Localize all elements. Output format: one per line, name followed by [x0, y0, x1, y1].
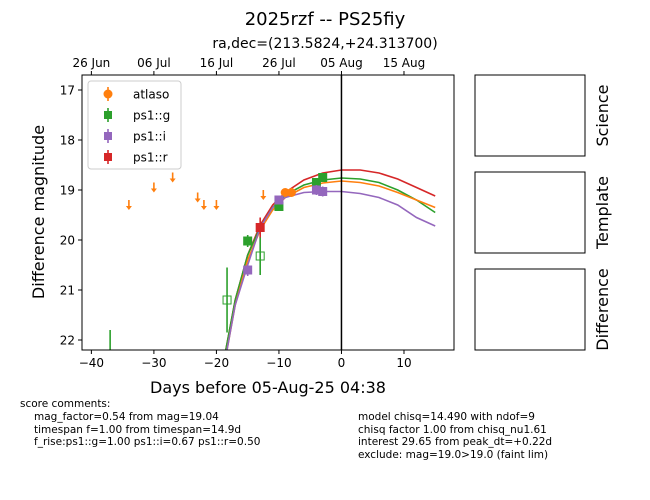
- top-tick-label: 15 Aug: [383, 56, 426, 70]
- x-tick-label: 10: [396, 356, 411, 370]
- data-point-ps1--r: [255, 217, 265, 238]
- x-axis-ticks: −40 −30 −20 −10 0 10: [79, 350, 412, 370]
- top-date-axis: 26 Jun 06 Jul 16 Jul 26 Jul 05 Aug 15 Aug: [72, 56, 425, 75]
- upper-limit-arrow: [213, 200, 220, 210]
- legend-box: [87, 80, 182, 170]
- upper-limit-arrow: [194, 192, 201, 203]
- stamp-panels: Science Template Difference: [474, 74, 612, 351]
- legend-entry: atlaso: [103, 87, 169, 102]
- panel-template: [474, 171, 586, 254]
- score-comment-line: f_rise:ps1::g=1.00 ps1::i=0.67 ps1::r=0.…: [34, 436, 261, 448]
- data-point-ps1--g: [255, 237, 265, 275]
- y-tick-label: 19: [60, 184, 75, 198]
- legend-entry: ps1::g: [104, 108, 170, 123]
- y-tick-label: 17: [60, 84, 75, 98]
- model-comment-line: chisq factor 1.00 from chisq_nu1.61: [358, 423, 547, 436]
- top-tick-label: 26 Jul: [262, 56, 296, 70]
- upper-limit-arrow: [150, 182, 157, 193]
- y-tick-label: 21: [60, 284, 75, 298]
- y-axis-label: Difference magnitude: [29, 125, 48, 299]
- y-axis-ticks: 17 18 19 20 21 22: [60, 84, 82, 348]
- legend-marker: [103, 89, 113, 99]
- top-tick-label: 26 Jun: [72, 56, 110, 70]
- legend-marker: [104, 111, 112, 119]
- chart-title: 2025rzf -- PS25fiy: [245, 9, 406, 30]
- score-comment-line: mag_factor=0.54 from mag=19.04: [34, 411, 219, 423]
- legend-entry: ps1::i: [104, 129, 166, 144]
- data-point-ps1--g: [243, 235, 253, 247]
- top-tick-label: 05 Aug: [320, 56, 363, 70]
- legend-entry: ps1::r: [104, 150, 168, 165]
- model-curve-atlaso: [226, 180, 436, 350]
- model-comment-line: model chisq=14.490 with ndof=9: [358, 411, 535, 423]
- plot-frame: [81, 74, 455, 351]
- y-tick-label: 22: [60, 334, 75, 348]
- data-point-ps1--i: [274, 195, 284, 205]
- legend-marker: [104, 132, 112, 140]
- panel-label-template: Template: [593, 176, 612, 250]
- score-comments-left: mag_factor=0.54 from mag=19.04 timespan f…: [34, 411, 260, 449]
- score-comments-right: model chisq=14.490 with ndof=9 chisq fact…: [358, 411, 552, 461]
- top-tick-label: 06 Jul: [137, 56, 171, 70]
- legend-label: ps1::i: [133, 130, 166, 144]
- data-points: [109, 173, 328, 350]
- upper-limit-arrow: [169, 172, 176, 183]
- x-tick-label: −20: [204, 356, 229, 370]
- model-curve-ps1--g: [225, 177, 436, 350]
- score-comments-heading: score comments:: [20, 398, 111, 410]
- y-tick-label: 18: [60, 134, 75, 148]
- model-comment-line: exclude: mag=19.0>19.0 (faint lim): [358, 448, 549, 461]
- panel-label-difference: Difference: [593, 268, 612, 350]
- x-axis-label: Days before 05-Aug-25 04:38: [150, 378, 386, 397]
- upper-limits: [125, 172, 267, 210]
- data-point-ps1--g: [222, 267, 232, 333]
- upper-limit-arrow: [125, 200, 132, 210]
- chart-subtitle: ra,dec=(213.5824,+24.313700): [212, 36, 437, 52]
- data-point-atlaso: [286, 188, 296, 197]
- top-tick-label: 16 Jul: [200, 56, 234, 70]
- x-tick-label: −30: [141, 356, 166, 370]
- panel-science: [474, 74, 586, 157]
- data-point-ps1--g: [318, 173, 328, 182]
- panel-label-science: Science: [593, 84, 612, 146]
- upper-limit-arrow: [260, 190, 267, 200]
- score-comment-line: timespan f=1.00 from timespan=14.9d: [34, 423, 242, 436]
- model-curve-ps1--i: [226, 190, 436, 350]
- x-tick-label: 0: [338, 356, 346, 370]
- legend-label: atlaso: [133, 88, 169, 102]
- legend-label: ps1::g: [133, 109, 170, 123]
- x-tick-label: −10: [266, 356, 291, 370]
- legend-marker: [104, 153, 112, 161]
- x-tick-label: −40: [79, 356, 104, 370]
- y-tick-label: 20: [60, 234, 75, 248]
- plot-area: −40 −30 −20 −10 0 10 17 18 19 20 21 22 26 Jun 06 Ju…: [29, 56, 455, 397]
- upper-limit-arrow: [200, 200, 207, 210]
- data-point-ps1--i: [318, 186, 328, 197]
- data-point-ps1--i: [243, 264, 253, 276]
- legend-label: ps1::r: [133, 151, 168, 165]
- data-point-atlaso: [280, 188, 290, 197]
- panel-difference: [474, 268, 586, 351]
- model-comment-line: interest 29.65 from peak_dt=+0.22d: [358, 436, 553, 448]
- light-curve-figure: 2025rzf -- PS25fiy ra,dec=(213.5824,+24.…: [29, 9, 612, 397]
